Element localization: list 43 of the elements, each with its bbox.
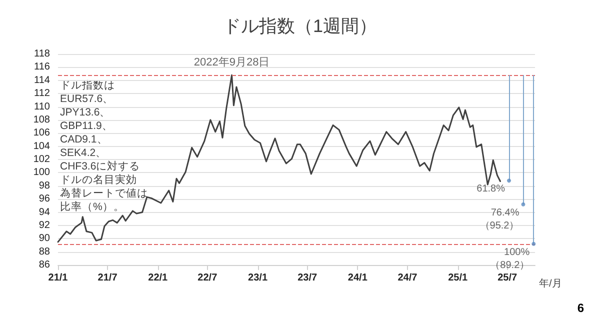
x-tick-label: 24/1	[348, 272, 368, 284]
y-tick-label: 100	[33, 167, 50, 178]
y-tick-label: 108	[33, 114, 50, 126]
y-tick-label: 114	[34, 74, 50, 86]
annotation: GBP11.9、	[60, 120, 113, 132]
chart-title: ドル指数（1週間）	[222, 16, 378, 36]
y-tick-label: 118	[34, 48, 50, 60]
y-tick-label: 88	[38, 246, 50, 258]
x-tick-label: 25/1	[448, 272, 468, 284]
y-tick-label: 96	[38, 194, 50, 205]
x-tick-label: 23/1	[248, 272, 268, 284]
annotation: 2022年9月28日	[194, 56, 270, 69]
y-tick-label: 92	[38, 220, 50, 231]
annotation: JPY13.6、	[60, 106, 111, 118]
x-tick-label: 25/7	[498, 272, 518, 284]
y-tick-label: 86	[38, 260, 50, 270]
y-tick-label: 94	[38, 206, 50, 218]
annotation: EUR57.6、	[60, 93, 114, 105]
annotation: ドルの名目実効	[60, 173, 137, 186]
annotation: 為替レートで値は	[60, 186, 148, 200]
annotation: 61.8%	[476, 184, 506, 195]
annotation: 比率（%）。	[60, 200, 124, 213]
annotation: CHF3.6に対する	[60, 160, 140, 172]
x-tick-label: 21/1	[48, 272, 68, 284]
x-tick-label: 22/7	[198, 272, 218, 284]
annotation: SEK4.2、	[60, 147, 107, 159]
y-tick-label: 104	[33, 140, 50, 152]
x-tick-label: 21/7	[98, 272, 118, 284]
annotation: 100% （89.2）	[490, 246, 530, 271]
x-tick-label: 22/1	[148, 272, 168, 284]
y-tick-label: 112	[34, 88, 50, 100]
x-tick-label: 23/7	[298, 272, 318, 284]
annotation: 76.4% （95.2）	[480, 207, 520, 232]
y-tick-label: 106	[33, 128, 50, 139]
text: 6	[577, 301, 584, 315]
y-tick-label: 116	[34, 62, 50, 73]
y-tick-label: 110	[34, 101, 50, 112]
y-tick-label: 90	[38, 233, 50, 244]
y-tick-label: 102	[33, 154, 50, 165]
x-tick-label: 24/7	[398, 272, 418, 284]
y-tick-label: 98	[38, 180, 50, 192]
x-axis-title: 年/月	[539, 278, 562, 290]
annotation: CAD9.1、	[60, 134, 108, 146]
